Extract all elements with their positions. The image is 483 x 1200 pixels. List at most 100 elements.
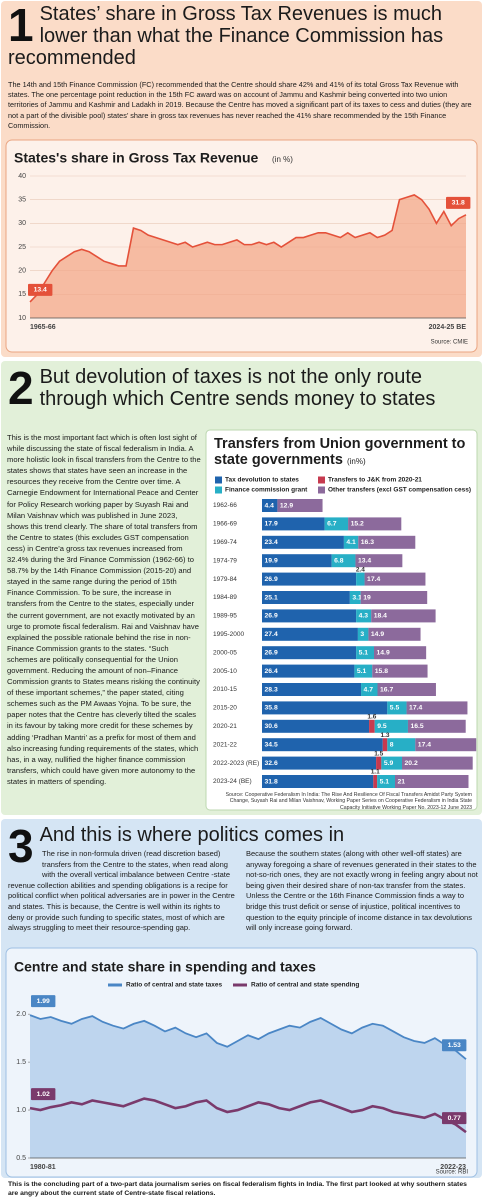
line <box>29 194 467 303</box>
bar-segment <box>349 591 361 604</box>
data-label: 21 <box>398 778 406 785</box>
section-1-heading: 1 States’ share in Gross Tax Revenues is… <box>8 0 478 69</box>
legend-label: Ratio of central and state spending <box>251 982 359 989</box>
y-tick-label: 2.0 <box>16 1011 26 1018</box>
section-3-text-left: The rise in non-formula driven (read dis… <box>8 849 238 934</box>
data-label: 14.9 <box>377 649 390 656</box>
data-label: 34.5 <box>265 741 278 748</box>
data-label: 4.4 <box>265 502 275 509</box>
paragraph: The rise in non-formula driven (read dis… <box>8 849 235 933</box>
bar-segment <box>369 719 375 733</box>
bar-segment <box>374 719 408 733</box>
data-label: 5.9 <box>384 760 394 767</box>
data-label: 13.4 <box>34 287 47 294</box>
bar-segment <box>387 738 416 752</box>
section-number: 2 <box>8 362 34 414</box>
category-label: 1962-66 <box>213 502 237 509</box>
bar-segment <box>361 683 378 696</box>
chart-3-source: Source: RBI <box>436 1170 469 1176</box>
data-label: 23.4 <box>265 539 278 546</box>
bar-segment <box>371 609 436 623</box>
data-label: 18.4 <box>374 613 387 620</box>
data-label: 32.6 <box>265 760 278 767</box>
bar-segment <box>262 517 325 531</box>
data-label: 3 <box>360 631 364 638</box>
bar-segment <box>395 775 469 788</box>
data-label: 30.6 <box>265 723 278 730</box>
bar-segment <box>262 554 332 568</box>
legend-swatch <box>215 476 222 484</box>
data-label-box <box>31 995 56 1008</box>
bar-segment <box>331 554 356 568</box>
bar-segment <box>354 664 373 678</box>
bar-segment <box>356 572 365 586</box>
chart-1-title: States's share in Gross Tax Revenue <box>14 150 259 166</box>
section-2-heading: 2 But devolution of taxes is not the onl… <box>8 362 478 414</box>
section-2-text: This is the most important fact which is… <box>7 433 201 786</box>
section-3-text-right: Because the southern states (along with … <box>246 849 478 933</box>
bar-segment <box>402 756 473 770</box>
data-label: 1.6 <box>367 714 376 721</box>
category-label: 1969-74 <box>213 539 237 546</box>
data-label: 5.5 <box>390 705 400 712</box>
section-1-text: The 14th and 15th Finance Commission (FC… <box>8 80 472 130</box>
section-3-heading: 3 And this is where politics comes in <box>8 820 478 872</box>
category-label: 1984-89 <box>213 594 237 601</box>
data-label: 20.2 <box>405 760 418 767</box>
bar-segment <box>324 517 349 531</box>
section-number: 3 <box>8 820 34 872</box>
category-label: 1974-79 <box>213 557 237 564</box>
bar-segment <box>415 738 477 752</box>
data-label: 19.9 <box>265 557 278 564</box>
data-label: 26.9 <box>265 649 278 656</box>
data-label: 17.4 <box>367 576 380 583</box>
y-tick-label: 40 <box>18 173 26 180</box>
y-tick-label: 30 <box>18 220 26 227</box>
data-label: 5.1 <box>357 668 367 675</box>
x-tick-label: 1965-66 <box>30 324 56 331</box>
bar-segment <box>262 775 374 788</box>
legend-label: Tax devolution to states <box>225 477 299 484</box>
data-label: 1.1 <box>371 769 380 776</box>
category-label: 2021-22 <box>213 741 237 748</box>
y-tick-label: 10 <box>18 315 26 322</box>
chart-3-title: Centre and state share in spending and t… <box>14 959 316 975</box>
data-label: 4.3 <box>359 613 369 620</box>
bar-segment <box>377 683 436 696</box>
data-label: 31.8 <box>265 778 278 785</box>
data-label: 8 <box>390 741 394 748</box>
bar-segment <box>372 664 428 678</box>
data-label: 15.2 <box>351 521 364 528</box>
data-label-box <box>28 283 53 296</box>
chart-1-source: Source: CMIE <box>431 340 468 346</box>
chart-1-subtitle: (in %) <box>272 155 293 164</box>
data-label: 19 <box>363 594 371 601</box>
data-label: 16.7 <box>380 686 393 693</box>
legend-swatch <box>318 486 325 494</box>
x-tick-label: 2022-23 <box>440 1164 466 1171</box>
data-label: 1.3 <box>381 732 390 739</box>
bar-segment <box>356 609 372 623</box>
category-label: 2020-21 <box>213 723 237 730</box>
data-label-box <box>442 1112 467 1125</box>
chart-2-source: Source: Cooperative Federalism In India:… <box>225 792 472 811</box>
footer: This is the concluding part of a two-par… <box>8 1181 467 1197</box>
bar-segment <box>262 683 362 696</box>
bar-segment <box>262 535 344 549</box>
line <box>29 1014 467 1060</box>
bar-segment <box>407 719 466 733</box>
y-tick-label: 25 <box>18 244 26 251</box>
section-title: States’ share in Gross Tax Revenues is m… <box>8 3 444 69</box>
y-tick-label: 35 <box>18 197 26 204</box>
section-number: 1 <box>8 0 34 51</box>
category-label: 1966-69 <box>213 521 237 528</box>
section-title: And this is where politics comes in <box>39 824 345 846</box>
section-title: But devolution of taxes is not the only … <box>39 366 436 410</box>
bar-segment <box>355 554 403 568</box>
data-label: 1.99 <box>37 998 50 1005</box>
y-tick-label: 15 <box>18 291 26 298</box>
data-label: 17.9 <box>265 521 278 528</box>
category-label: 2000-05 <box>213 649 237 656</box>
bar-segment <box>381 756 402 770</box>
